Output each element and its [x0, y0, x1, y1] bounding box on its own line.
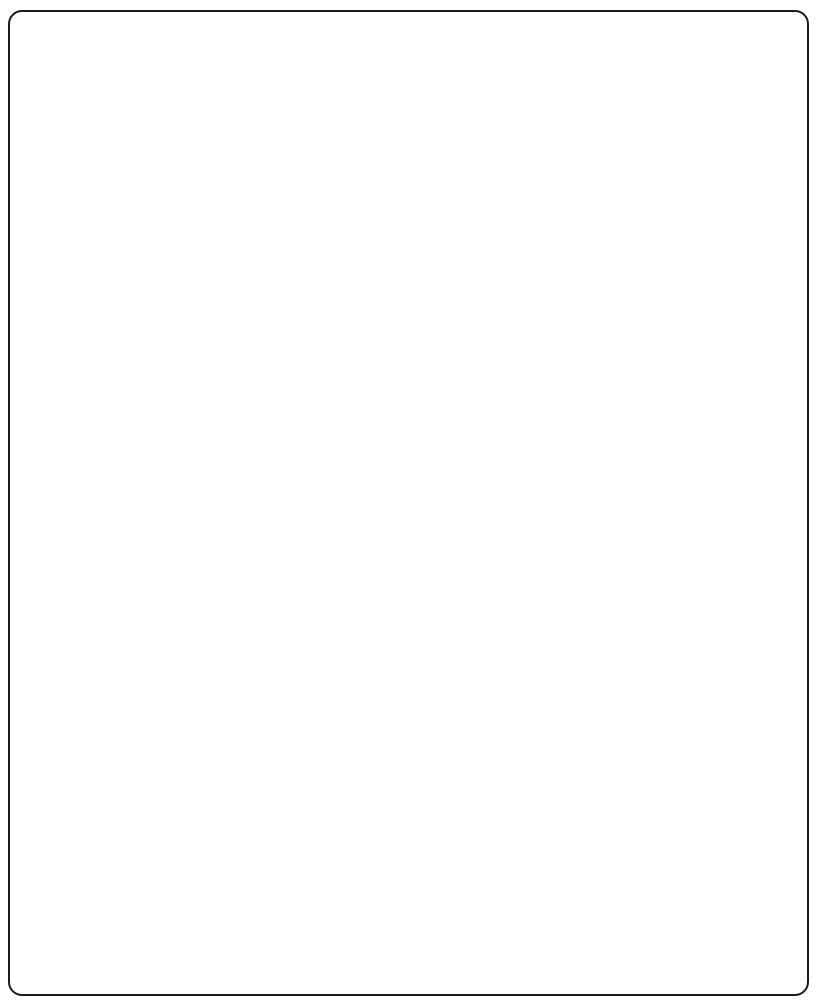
figure-border: [8, 10, 809, 996]
